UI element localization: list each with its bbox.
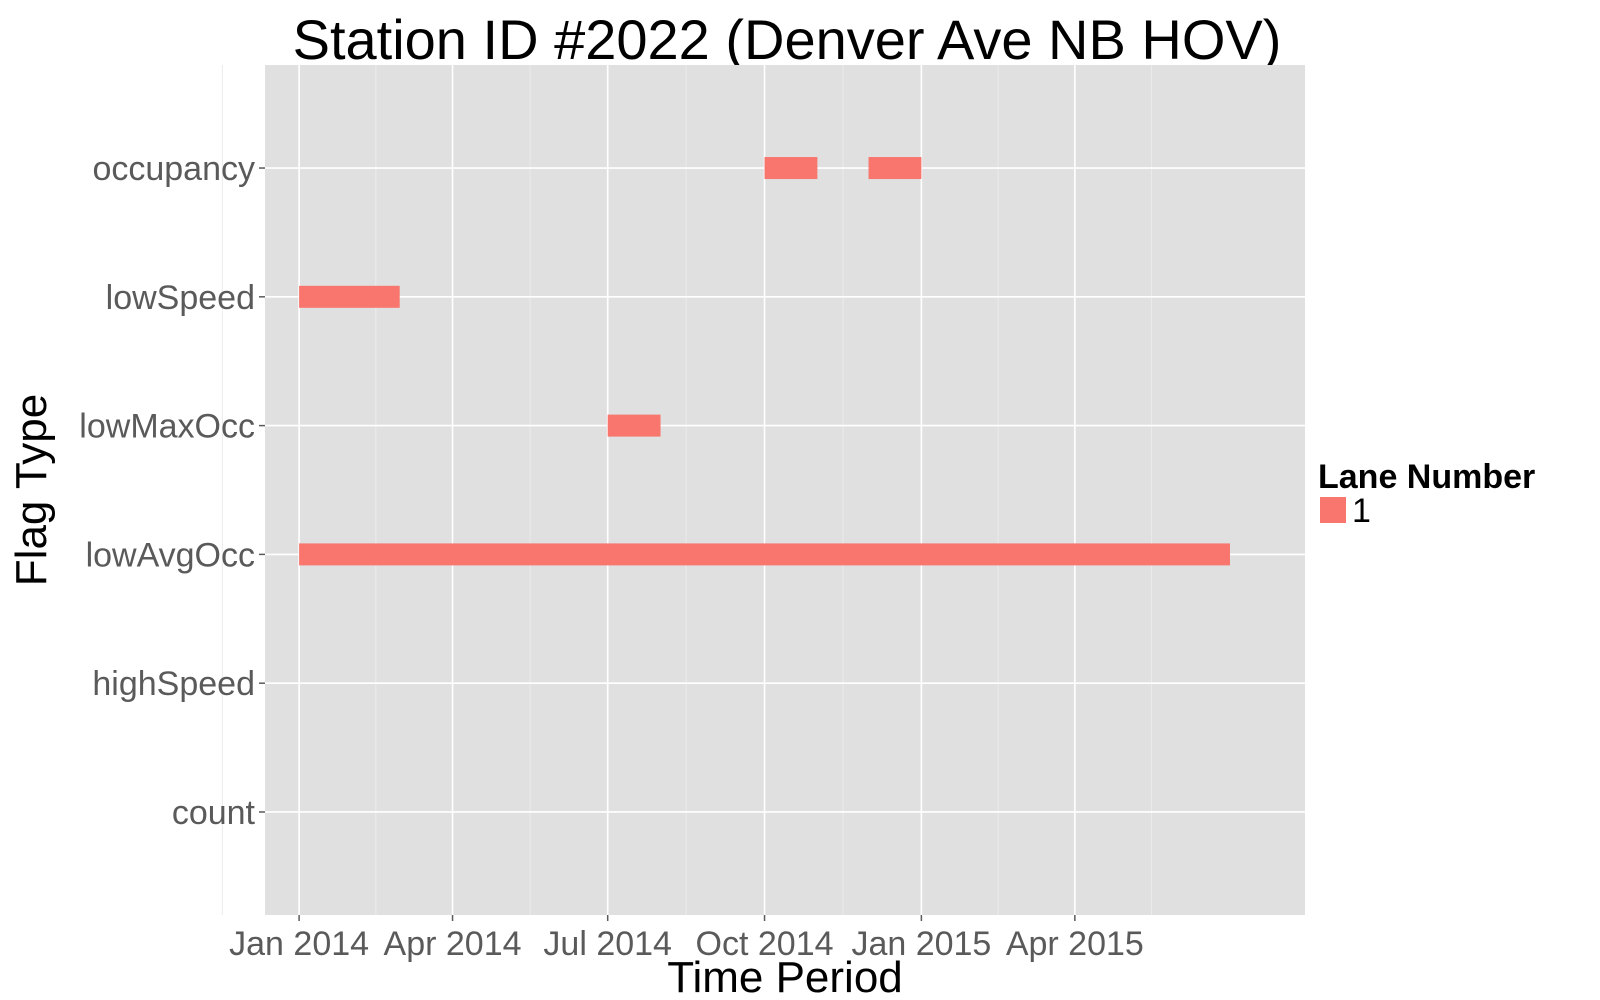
bar-occupancy xyxy=(764,157,818,180)
series-1-bars xyxy=(299,157,1230,566)
y-tick-label-lowMaxOcc: lowMaxOcc xyxy=(79,408,255,446)
y-tick-label-lowAvgOcc: lowAvgOcc xyxy=(86,536,255,574)
x-tick-label: Jan 2014 xyxy=(229,925,369,963)
plot-panel xyxy=(265,65,1305,915)
bar-lowSpeed xyxy=(299,285,400,308)
legend-label-1: 1 xyxy=(1352,492,1371,530)
legend-key-1 xyxy=(1320,497,1346,523)
x-tick-label: Oct 2014 xyxy=(696,925,834,963)
x-axis: Jan 2014 Apr 2014 Jul 2014 Oct 2014 Jan 2015… xyxy=(229,915,1144,963)
x-axis-title: Time Period xyxy=(667,953,903,1000)
chart-title: Station ID #2022 (Denver Ave NB HOV) xyxy=(293,8,1282,71)
y-axis-title: Flag Type xyxy=(7,394,56,586)
x-tick-label: Jan 2015 xyxy=(851,925,991,963)
y-tick-label-highSpeed: highSpeed xyxy=(92,665,255,703)
bar-lowMaxOcc xyxy=(607,414,661,437)
y-tick-label-lowSpeed: lowSpeed xyxy=(106,279,255,317)
bar-lowAvgOcc xyxy=(299,543,1230,566)
y-tick-label-occupancy: occupancy xyxy=(92,150,255,188)
bar-occupancy xyxy=(868,157,922,180)
x-tick-label: Jul 2014 xyxy=(543,925,672,963)
grid-lines xyxy=(221,65,1305,915)
x-tick-label: Apr 2014 xyxy=(384,925,522,963)
legend-title: Lane Number xyxy=(1318,458,1535,496)
x-tick-label: Apr 2015 xyxy=(1006,925,1144,963)
y-axis: count highSpeed lowAvgOcc lowMaxOcc lowSpeed… xyxy=(79,150,265,832)
y-tick-label-count: count xyxy=(172,794,256,832)
